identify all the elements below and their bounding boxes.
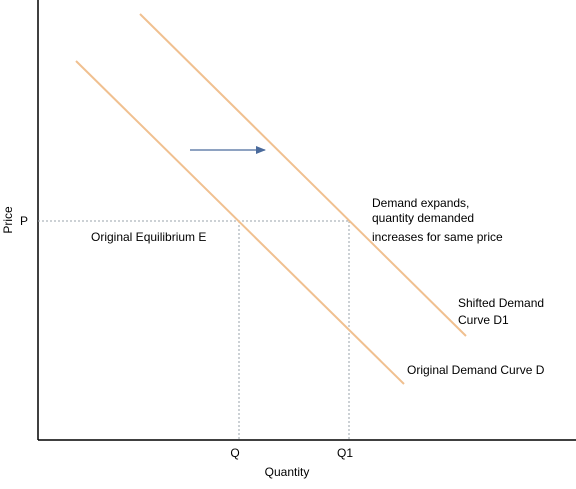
- shifted-curve-label-line2: Curve D1: [458, 313, 509, 327]
- shifted-demand-curve: [139, 13, 467, 337]
- shift-note-line2: quantity demanded: [372, 211, 474, 225]
- shift-note-line1: Demand expands,: [372, 196, 469, 210]
- shifted-curve-label-line1: Shifted Demand: [458, 296, 544, 310]
- original-curve-label: Original Demand Curve D: [407, 363, 545, 377]
- y-axis-label: Price: [1, 206, 15, 234]
- original-demand-curve: [75, 60, 405, 385]
- quantity-tick-shifted: Q1: [337, 446, 353, 460]
- equilibrium-label: Original Equilibrium E: [91, 230, 206, 244]
- price-tick-label: P: [20, 214, 28, 228]
- quantity-tick-original: Q: [230, 446, 239, 460]
- shift-note-line3: increases for same price: [372, 230, 503, 244]
- x-axis-label: Quantity: [265, 465, 310, 479]
